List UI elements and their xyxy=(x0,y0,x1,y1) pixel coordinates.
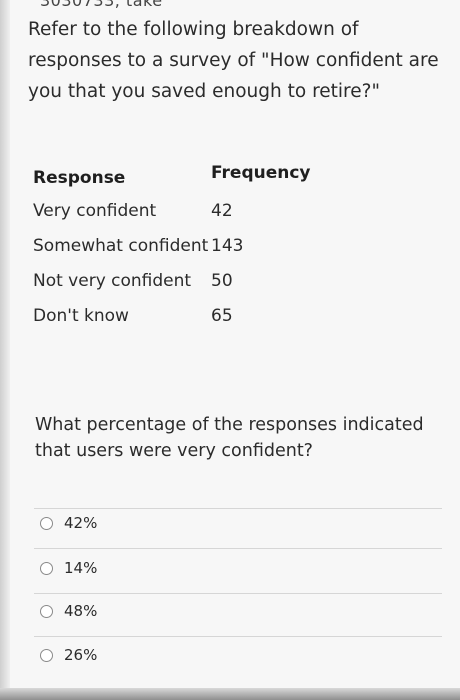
frequency-cell: 65 xyxy=(211,306,233,326)
radio-button[interactable] xyxy=(40,516,53,530)
table-header: Response Frequency xyxy=(33,160,333,196)
table-row: Don't know 65 xyxy=(33,301,333,336)
option-label: 48% xyxy=(64,602,98,620)
intro-text: Refer to the following breakdown of resp… xyxy=(28,19,439,102)
header-frequency: Frequency xyxy=(211,163,311,183)
radio-button[interactable] xyxy=(40,561,53,575)
table-row: Very confident 42 xyxy=(33,196,333,231)
option-divider xyxy=(34,636,442,637)
bottom-edge-shadow xyxy=(0,688,460,700)
table-row: Not very confident 50 xyxy=(33,266,333,301)
option-divider xyxy=(34,508,442,509)
answer-option-42[interactable]: 42% xyxy=(40,511,97,535)
question-text: What percentage of the responses indicat… xyxy=(35,415,424,461)
clipped-header-text: 3030733, take xyxy=(40,0,163,10)
frequency-cell: 42 xyxy=(211,201,233,221)
response-cell: Somewhat confident xyxy=(33,236,209,256)
response-cell: Not very confident xyxy=(33,271,192,291)
answer-option-14[interactable]: 14% xyxy=(40,556,97,580)
option-label: 14% xyxy=(64,559,98,577)
question-card: 3030733, take Refer to the following bre… xyxy=(10,0,460,700)
option-divider xyxy=(34,593,442,594)
frequency-cell: 143 xyxy=(211,236,244,256)
frequency-table: Response Frequency Very confident 42 Som… xyxy=(33,160,333,336)
answer-option-26[interactable]: 26% xyxy=(40,643,97,667)
option-label: 26% xyxy=(64,646,98,664)
table-row: Somewhat confident 143 xyxy=(33,231,333,266)
answer-option-48[interactable]: 48% xyxy=(40,599,97,623)
radio-button[interactable] xyxy=(40,604,53,618)
radio-button[interactable] xyxy=(40,648,53,662)
option-label: 42% xyxy=(64,514,98,532)
response-cell: Very confident xyxy=(33,201,157,221)
option-divider xyxy=(34,548,442,549)
response-cell: Don't know xyxy=(33,306,129,326)
frequency-cell: 50 xyxy=(211,271,233,291)
page-edge-shadow xyxy=(0,0,10,700)
header-response: Response xyxy=(33,168,126,188)
